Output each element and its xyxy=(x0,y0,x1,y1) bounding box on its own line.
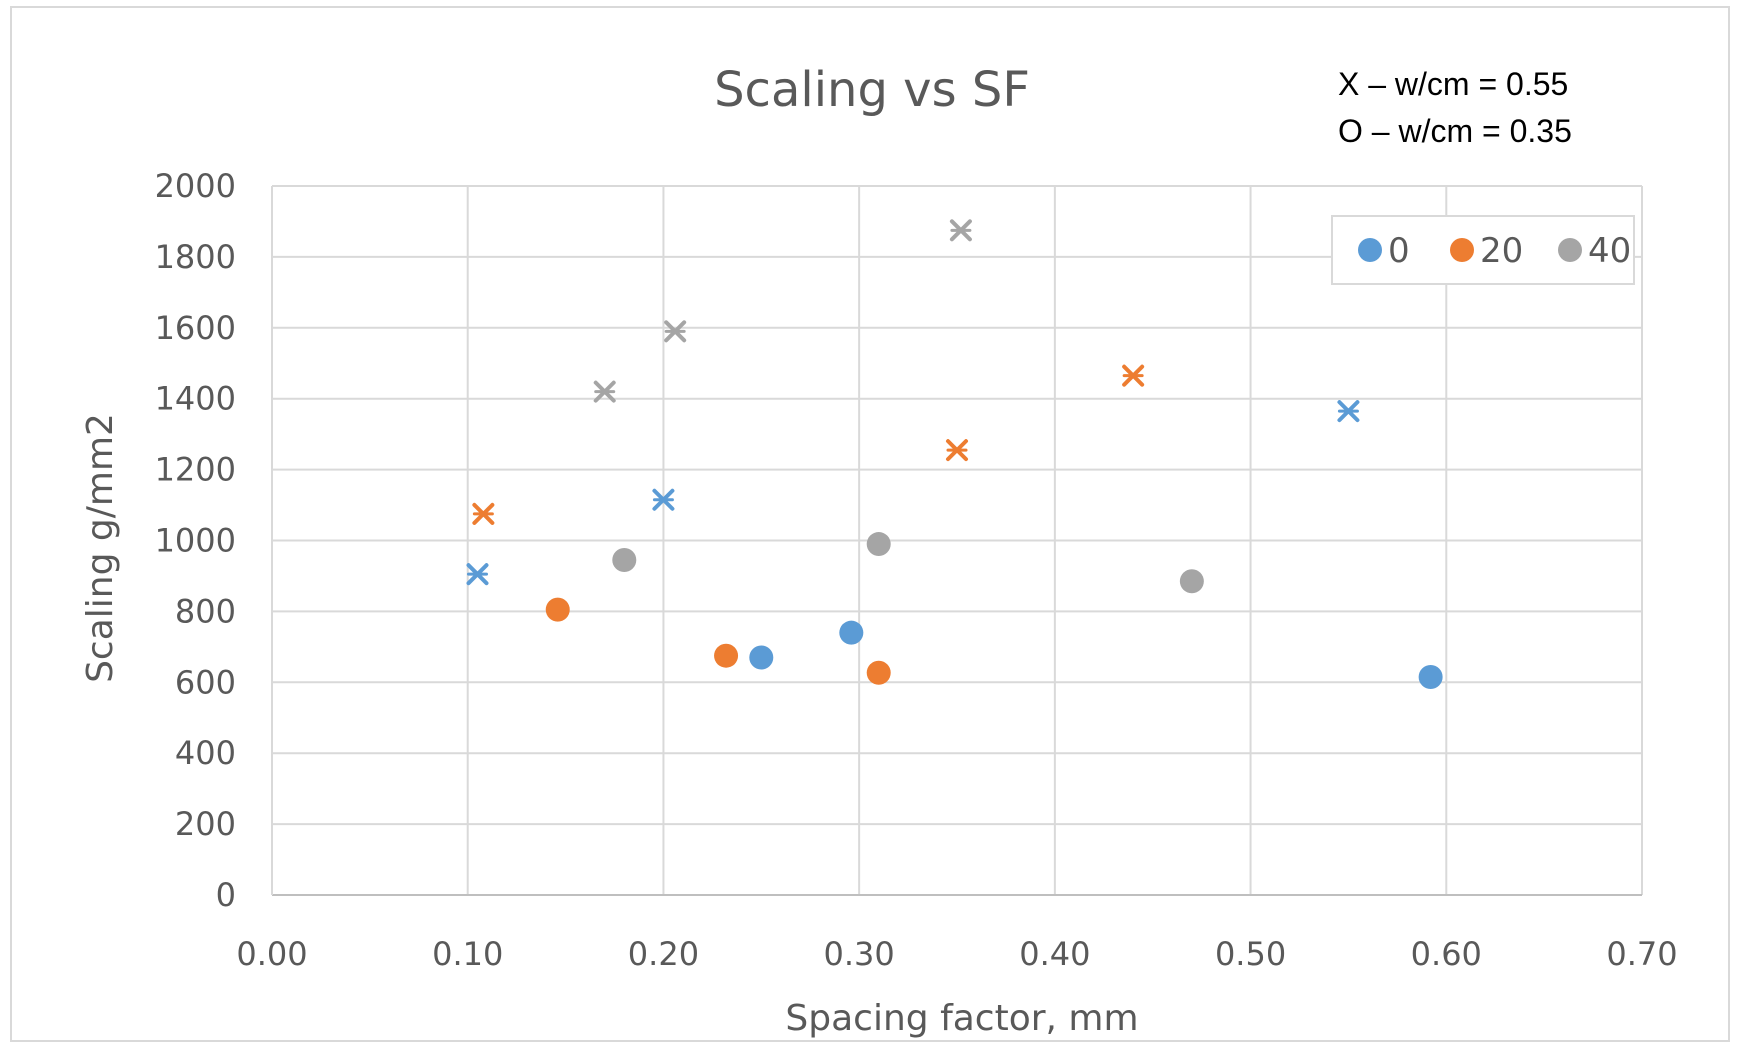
point-series-20-circle xyxy=(866,660,891,685)
y-tick-label: 1600 xyxy=(155,309,236,347)
point-series-20-x xyxy=(472,502,495,525)
point-series-40-x xyxy=(593,380,616,403)
legend-label: 20 xyxy=(1480,231,1523,271)
point-series-20-circle xyxy=(545,597,570,622)
gridlines xyxy=(272,185,1643,895)
x-tick-label: 0.40 xyxy=(1019,935,1090,973)
point-series-40-x xyxy=(664,320,687,343)
y-tick-label: 800 xyxy=(175,592,236,630)
y-tick-label: 1200 xyxy=(155,451,236,489)
y-tick-label: 600 xyxy=(175,663,236,701)
point-series-40-circle xyxy=(612,547,637,572)
point-series-0-circle xyxy=(1418,664,1443,689)
y-tick-label: 1400 xyxy=(155,380,236,418)
x-tick-label: 0.20 xyxy=(628,935,699,973)
y-axis-label: Scaling g/mm2 xyxy=(80,413,121,683)
point-series-40-circle xyxy=(866,532,891,557)
chart-frame xyxy=(10,6,1730,1042)
legend-marker xyxy=(1558,238,1582,262)
x-tick-label: 0.50 xyxy=(1215,935,1286,973)
annotation-055: X – w/cm = 0.55 xyxy=(1338,66,1568,102)
x-axis-label: Spacing factor, mm xyxy=(785,998,1138,1039)
legend-marker xyxy=(1358,238,1382,262)
y-tick-label: 400 xyxy=(175,734,236,772)
point-series-0-circle xyxy=(839,620,864,645)
point-series-20-circle xyxy=(714,643,739,668)
point-series-0-x xyxy=(652,488,675,511)
legend: 0 20 40 xyxy=(1331,215,1635,285)
legend-item-40: 40 xyxy=(1558,231,1631,271)
legend-marker xyxy=(1450,238,1474,262)
point-series-40-circle xyxy=(1179,569,1204,594)
legend-label: 40 xyxy=(1588,231,1631,271)
y-tick-label: 2000 xyxy=(155,167,236,205)
y-tick-label: 0 xyxy=(216,876,236,914)
point-series-40-x xyxy=(949,219,972,242)
x-tick-label: 0.70 xyxy=(1606,935,1677,973)
y-tick-label: 1800 xyxy=(155,238,236,276)
x-tick-label: 0.00 xyxy=(236,935,307,973)
y-tick-label: 200 xyxy=(175,805,236,843)
y-tick-label: 1000 xyxy=(155,522,236,560)
point-series-0-circle xyxy=(749,645,774,670)
legend-item-0: 0 xyxy=(1358,231,1410,271)
x-tick-label: 0.10 xyxy=(432,935,503,973)
legend-item-20: 20 xyxy=(1450,231,1523,271)
point-series-0-x xyxy=(1337,400,1360,423)
annotation-035: O – w/cm = 0.35 xyxy=(1338,113,1572,149)
data-points xyxy=(466,219,1443,689)
chart-title: Scaling vs SF xyxy=(714,62,1030,118)
point-series-20-x xyxy=(1122,364,1145,387)
axes: 0.00 0.10 0.20 0.30 0.40 0.50 0.60 0.7002004006… xyxy=(155,167,1678,973)
legend-box xyxy=(1331,215,1635,285)
x-tick-label: 0.30 xyxy=(824,935,895,973)
legend-label: 0 xyxy=(1388,231,1410,271)
point-series-20-x xyxy=(946,439,968,462)
x-tick-label: 0.60 xyxy=(1411,935,1482,973)
point-series-0-x xyxy=(466,563,489,586)
